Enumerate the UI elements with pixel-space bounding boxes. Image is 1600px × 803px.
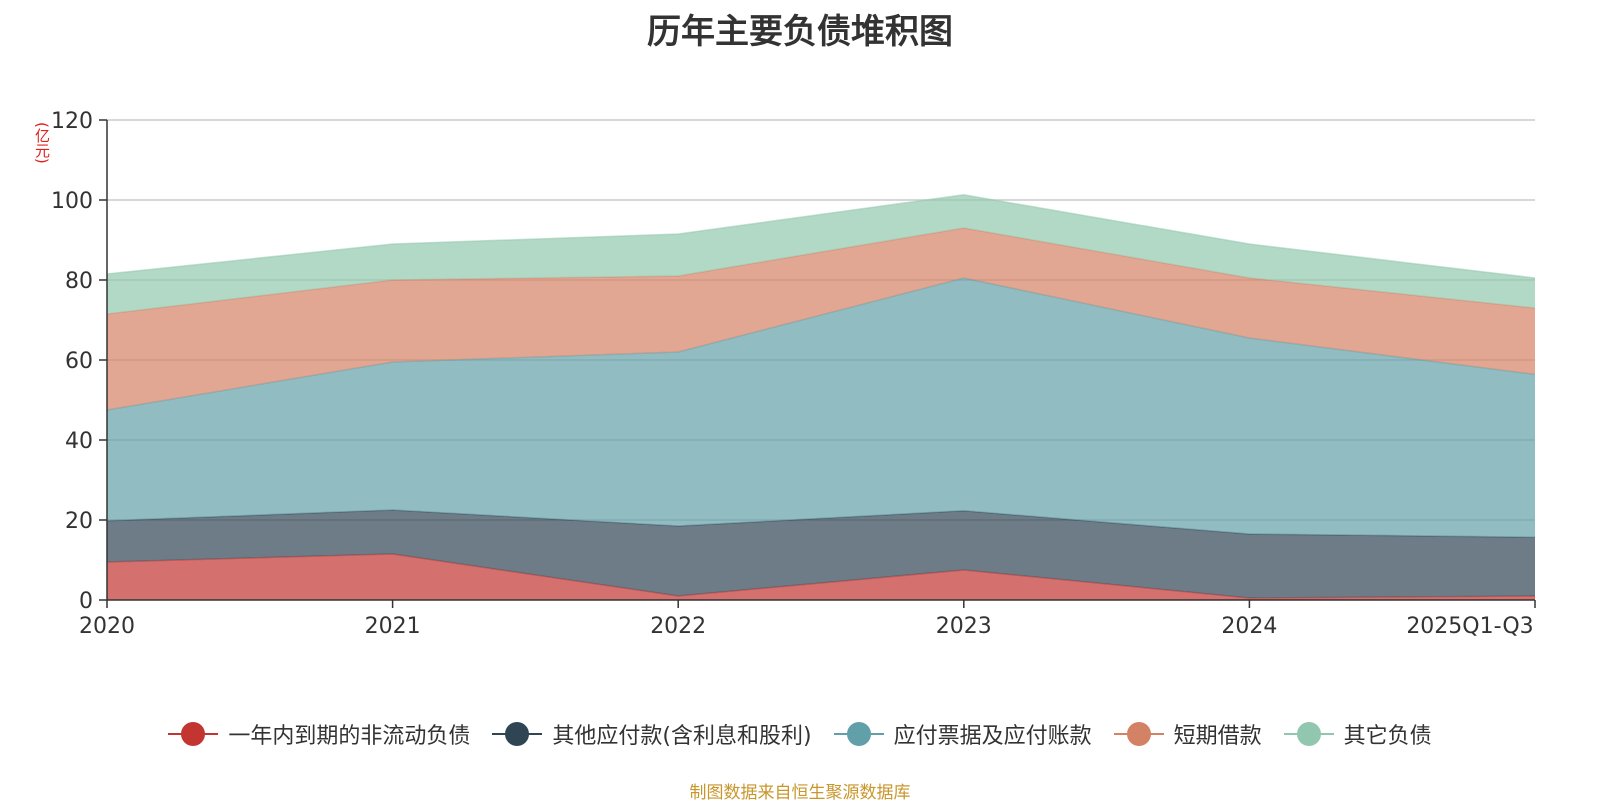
y-tick-label: 60 [65, 349, 93, 374]
area-series-3 [107, 278, 1535, 538]
y-axis-unit-label: (亿元) [33, 122, 51, 164]
area-series-1 [107, 554, 1535, 600]
legend-marker-icon [1113, 722, 1164, 746]
legend-item[interactable]: 其他应付款(含利息和股利) [492, 718, 812, 750]
legend-label: 一年内到期的非流动负债 [228, 724, 471, 749]
legend-item[interactable]: 应付票据及应付账款 [833, 718, 1092, 750]
legend-label: 应付票据及应付账款 [893, 724, 1092, 749]
y-tick-label: 100 [51, 189, 93, 214]
legend-marker-icon [168, 722, 219, 746]
area-series-5 [107, 194, 1535, 314]
legend-item[interactable]: 一年内到期的非流动负债 [168, 718, 470, 750]
legend-marker-icon [833, 722, 884, 746]
x-tick-label: 2025Q1-Q3 [1406, 614, 1533, 639]
y-tick-label: 80 [65, 269, 93, 294]
legend-label: 短期借款 [1173, 724, 1262, 749]
y-tick-label: 40 [65, 429, 93, 454]
x-tick-label: 2022 [650, 614, 706, 639]
stacked-area-chart: 0 20 40 60 80 100 120 2020 2021 2022 2023 2024 2025Q… [51, 109, 1536, 639]
x-tick-label: 2021 [365, 614, 421, 639]
area-series [106, 194, 1536, 600]
tick-labels: 0 20 40 60 80 100 120 2020 2021 2022 2023 2024 2025Q… [51, 109, 1534, 639]
x-tick-label: 2023 [936, 614, 992, 639]
x-tick-label: 2020 [79, 614, 135, 639]
source-note: 制图数据来自恒生聚源数据库 [689, 783, 911, 803]
area-series-5-line [106, 194, 1536, 279]
y-tick-label: 20 [65, 509, 93, 534]
chart-title: 历年主要负债堆积图 [647, 12, 953, 52]
x-tick-label: 2024 [1221, 614, 1277, 639]
legend-item[interactable]: 短期借款 [1113, 718, 1262, 750]
axes [99, 119, 1536, 608]
area-series-4 [107, 228, 1535, 410]
y-tick-label: 0 [79, 589, 93, 614]
legend-label: 其他应付款(含利息和股利) [552, 724, 812, 749]
legend-marker-icon [492, 722, 543, 746]
legend-item[interactable]: 其它负债 [1283, 718, 1432, 750]
legend-label: 其它负债 [1343, 724, 1432, 749]
legend-marker-icon [1283, 722, 1334, 746]
y-tick-label: 120 [51, 109, 93, 134]
area-series-2 [107, 510, 1535, 598]
legend: 一年内到期的非流动负债 其他应付款(含利息和股利) 应付票据及应付账款 短期借款 其它负… [0, 718, 1600, 750]
